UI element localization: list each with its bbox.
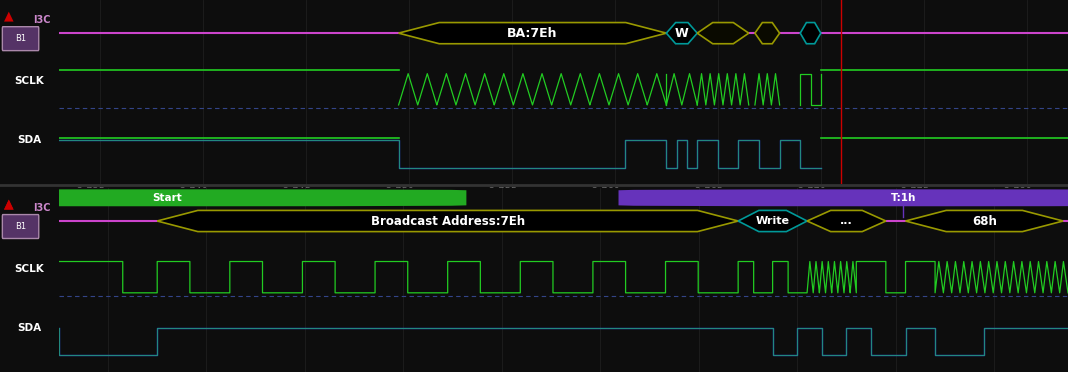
FancyBboxPatch shape: [2, 27, 38, 51]
Polygon shape: [697, 23, 749, 44]
Text: Start: Start: [152, 193, 182, 203]
Polygon shape: [738, 211, 807, 232]
Polygon shape: [398, 23, 666, 44]
Text: I3C: I3C: [33, 203, 51, 213]
Polygon shape: [666, 23, 697, 44]
Text: T:1h: T:1h: [891, 193, 915, 203]
Text: I3C: I3C: [33, 15, 51, 25]
Text: BA:7Eh: BA:7Eh: [507, 27, 557, 40]
Text: ▲: ▲: [4, 197, 14, 210]
Text: B1: B1: [15, 34, 26, 43]
Text: 68h: 68h: [972, 215, 996, 228]
Text: Broadcast Address:7Eh: Broadcast Address:7Eh: [371, 215, 524, 228]
Polygon shape: [755, 23, 780, 44]
Text: SDA: SDA: [17, 135, 42, 145]
FancyBboxPatch shape: [2, 215, 38, 238]
Polygon shape: [800, 23, 821, 44]
Text: ...: ...: [841, 216, 853, 226]
Polygon shape: [906, 211, 1063, 232]
Text: ▲: ▲: [4, 197, 14, 210]
Text: SCLK: SCLK: [15, 76, 44, 86]
Text: ▲: ▲: [4, 9, 14, 22]
Text: SCLK: SCLK: [15, 264, 44, 274]
Text: Write: Write: [755, 216, 789, 226]
FancyBboxPatch shape: [618, 189, 1068, 206]
Text: W: W: [675, 27, 689, 40]
Polygon shape: [157, 211, 738, 232]
Text: B1: B1: [15, 222, 26, 231]
Text: SDA: SDA: [17, 323, 42, 333]
Polygon shape: [807, 211, 885, 232]
FancyBboxPatch shape: [0, 189, 467, 206]
